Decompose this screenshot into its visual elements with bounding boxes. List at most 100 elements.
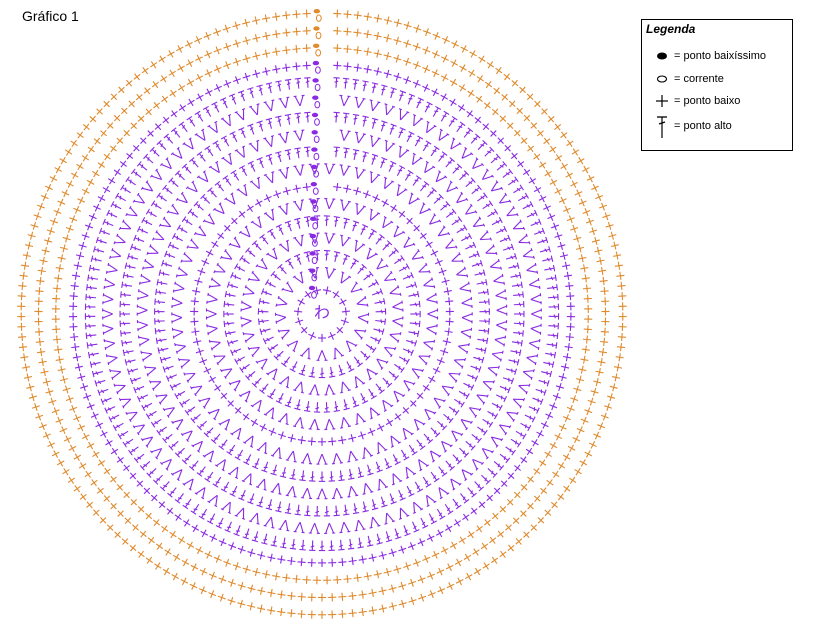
increase-stitch (453, 357, 467, 369)
ponto-baixo-stitch (125, 79, 133, 87)
ponto-baixo-stitch (220, 392, 228, 400)
ponto-baixo-stitch (555, 382, 564, 392)
round-5 (223, 215, 421, 413)
increase-stitch (369, 171, 381, 184)
ponto-baixo-stitch (121, 107, 128, 115)
ponto-baixo-stitch (208, 375, 216, 384)
ponto-alto-stitch (86, 342, 98, 349)
ponto-baixo-stitch (26, 383, 35, 392)
ponto-baixo-stitch (536, 129, 544, 137)
ponto-alto-stitch (389, 123, 397, 135)
ponto-baixo-stitch (227, 596, 236, 605)
increase-stitch (316, 453, 328, 465)
ponto-baixo-stitch (482, 123, 490, 131)
increase-stitch (150, 447, 163, 460)
ponto-baixo-stitch (87, 145, 95, 154)
increase-stitch (362, 447, 374, 460)
ponto-alto-stitch (247, 123, 255, 135)
ponto-baixo-stitch (505, 524, 512, 531)
ponto-baixo-stitch (223, 558, 232, 567)
ponto-baixo-stitch (520, 510, 527, 517)
increase-stitch (411, 152, 423, 166)
ponto-baixo-stitch (600, 412, 609, 421)
ponto-baixo-stitch (338, 558, 347, 567)
ponto-baixo-stitch (113, 114, 121, 122)
increase-stitch (354, 329, 367, 340)
ponto-baixo-stitch (582, 284, 592, 293)
ponto-baixo-stitch (543, 137, 551, 145)
ponto-baixo-stitch (406, 217, 413, 225)
ponto-alto-stitch (159, 356, 171, 364)
ponto-baixo-stitch (257, 586, 266, 595)
ponto-baixo-stitch (81, 187, 90, 196)
ponto-baixo-stitch (523, 531, 530, 539)
ponto-baixo-stitch (549, 402, 558, 411)
ponto-alto-stitch (313, 249, 321, 261)
ponto-alto-stitch (487, 208, 499, 218)
ponto-alto-stitch (545, 274, 557, 281)
ponto-alto-stitch (145, 410, 157, 420)
ponto-alto-stitch (89, 361, 101, 368)
ponto-alto-stitch (357, 263, 367, 275)
ponto-baixo-stitch (343, 574, 352, 584)
increase-stitch (308, 522, 320, 534)
ponto-baixo-stitch (338, 436, 347, 445)
increase-stitch (263, 99, 275, 112)
ponto-baixo-stitch (600, 327, 609, 336)
legend: Legenda = ponto baixíssimo = corrente = … (641, 19, 793, 151)
ponto-baixo-stitch (145, 108, 153, 116)
ponto-baixo-stitch (528, 177, 537, 185)
increase-stitch (118, 397, 132, 409)
ponto-baixo-stitch (333, 26, 342, 35)
ponto-baixo-stitch (180, 577, 189, 586)
ponto-baixo-stitch (513, 464, 522, 472)
increase-stitch (136, 320, 148, 332)
ponto-baixo-stitch (73, 205, 82, 214)
ponto-baixo-stitch (52, 335, 62, 344)
ponto-alto-stitch (412, 175, 422, 186)
ponto-baixo-stitch (470, 507, 478, 515)
ponto-alto-stitch (398, 356, 410, 365)
ponto-baixo-stitch (410, 400, 417, 407)
ponto-baixo-stitch (82, 123, 90, 131)
ponto-baixo-stitch (566, 302, 575, 311)
ponto-alto-stitch (164, 250, 176, 258)
ponto-alto-stitch (259, 328, 271, 335)
ponto-baixo-stitch (242, 36, 251, 45)
ponto-baixo-stitch (199, 357, 208, 366)
ponto-alto-stitch (203, 427, 214, 438)
ponto-alto-stitch (238, 165, 248, 177)
ponto-alto-stitch (333, 77, 340, 88)
ponto-baixo-stitch (368, 553, 377, 562)
ponto-baixo-stitch (564, 343, 573, 352)
ponto-alto-stitch (154, 298, 165, 305)
ponto-baixo-stitch (422, 46, 431, 55)
increase-stitch (255, 358, 268, 370)
ponto-baixo-stitch (378, 551, 387, 560)
ponto-baixo-stitch (204, 50, 213, 59)
ponto-alto-stitch (510, 272, 522, 279)
ponto-baixo-stitch (302, 575, 311, 584)
ponto-baixo-stitch (584, 304, 593, 313)
legend-item-ponto-alto: = ponto alto (642, 116, 792, 138)
increase-stitch (461, 312, 473, 324)
ponto-alto-stitch (133, 234, 145, 243)
round-10 (136, 129, 508, 500)
ponto-baixo-stitch (52, 325, 61, 334)
ponto-alto-stitch (279, 466, 287, 478)
increase-stitch (212, 202, 225, 215)
increase-stitch (369, 99, 381, 112)
ponto-alto-stitch (280, 537, 287, 549)
ponto-baixo-stitch (403, 39, 412, 48)
ponto-baixo-stitch (419, 232, 427, 240)
ponto-baixo-stitch (562, 453, 571, 461)
increase-stitch (427, 308, 439, 320)
ponto-alto-stitch (139, 461, 151, 471)
increase-stitch (324, 522, 336, 534)
ponto-alto-stitch (465, 440, 476, 451)
ponto-alto-stitch (373, 328, 385, 335)
increase-stitch (354, 96, 366, 109)
ponto-baixo-stitch (63, 435, 72, 444)
ponto-alto-stitch (513, 330, 524, 337)
ponto-baixo-stitch (501, 93, 509, 101)
